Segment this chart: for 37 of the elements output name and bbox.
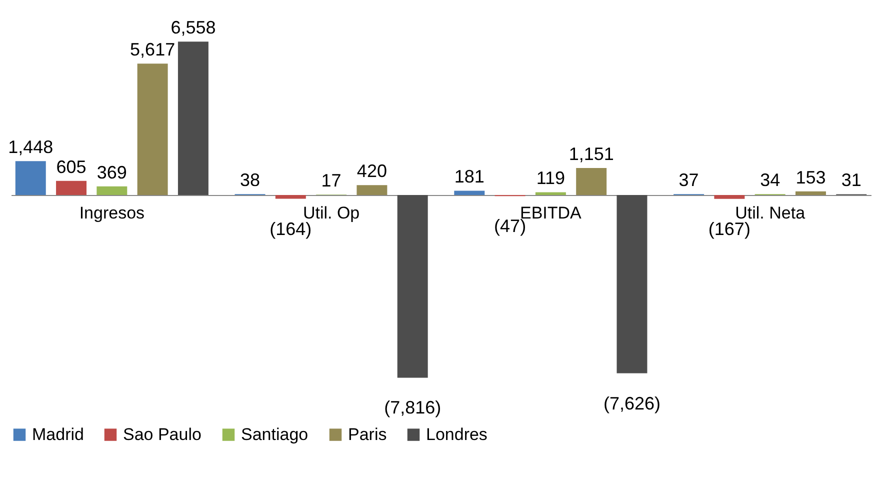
legend-label: Londres	[426, 424, 488, 444]
data-label: 5,617	[130, 40, 176, 60]
bar	[454, 190, 485, 195]
data-label: 605	[56, 156, 86, 177]
data-label: (7,816)	[384, 398, 442, 418]
bar	[356, 185, 388, 195]
data-label: 181	[454, 166, 484, 187]
data-label: 119	[536, 168, 566, 188]
bar	[535, 192, 566, 195]
bar	[576, 168, 607, 195]
bar	[397, 194, 428, 378]
x-tick-label: Ingresos	[79, 203, 145, 222]
legend-label: Sao Paulo	[123, 424, 202, 444]
data-label: 34	[760, 170, 780, 190]
data-label: 1,448	[8, 137, 54, 158]
legend-label: Paris	[348, 424, 387, 444]
bar	[178, 42, 208, 195]
bar	[795, 191, 826, 195]
data-label: 38	[240, 170, 260, 190]
data-label: 420	[356, 161, 387, 182]
legend-label: Madrid	[32, 424, 84, 444]
bar	[275, 194, 306, 199]
data-label: 6,558	[170, 18, 216, 38]
bar	[15, 161, 46, 195]
bar	[616, 194, 648, 374]
data-label: 17	[321, 170, 342, 191]
data-label: 31	[841, 170, 862, 190]
data-label: 369	[96, 162, 127, 182]
legend-label: Santiago	[241, 424, 308, 444]
bar	[137, 64, 168, 195]
bar	[96, 186, 128, 195]
data-label: (7,626)	[603, 393, 661, 414]
bar	[56, 180, 87, 195]
bar	[714, 194, 745, 199]
data-label: 153	[796, 167, 826, 188]
data-label: 1,151	[568, 144, 614, 164]
data-label: 37	[678, 170, 699, 190]
